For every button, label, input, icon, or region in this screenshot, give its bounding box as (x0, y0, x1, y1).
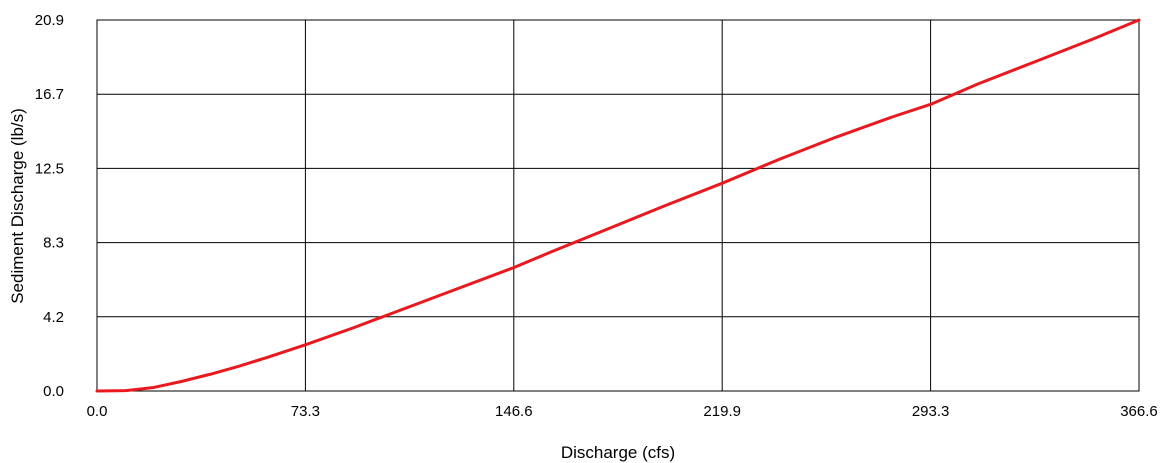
x-tick-label: 293.3 (912, 403, 950, 420)
series-layer (95, 18, 1141, 393)
grid-lines (97, 20, 1139, 391)
x-axis-tick-labels: 0.0 73.3 146.6 219.9 293.3 366.6 (87, 403, 1158, 420)
y-tick-label: 8.3 (43, 235, 64, 252)
x-axis-title: Discharge (cfs) (561, 443, 675, 462)
y-tick-label: 20.9 (35, 12, 64, 29)
y-tick-label: 4.2 (43, 309, 64, 326)
plot-area-frame (96, 19, 1140, 392)
series-line (95, 18, 1141, 393)
x-tick-label: 219.9 (703, 403, 741, 420)
x-tick-label: 146.6 (495, 403, 533, 420)
y-tick-label: 0.0 (43, 383, 64, 400)
x-tick-label: 366.6 (1120, 403, 1158, 420)
y-tick-label: 12.5 (35, 160, 64, 177)
y-axis-title: Sediment Discharge (lb/s) (8, 108, 27, 304)
y-tick-label: 16.7 (35, 86, 64, 103)
x-tick-label: 73.3 (291, 403, 320, 420)
x-tick-label: 0.0 (87, 403, 108, 420)
y-axis-tick-labels: 0.0 4.2 8.3 12.5 16.7 20.9 (35, 12, 64, 400)
